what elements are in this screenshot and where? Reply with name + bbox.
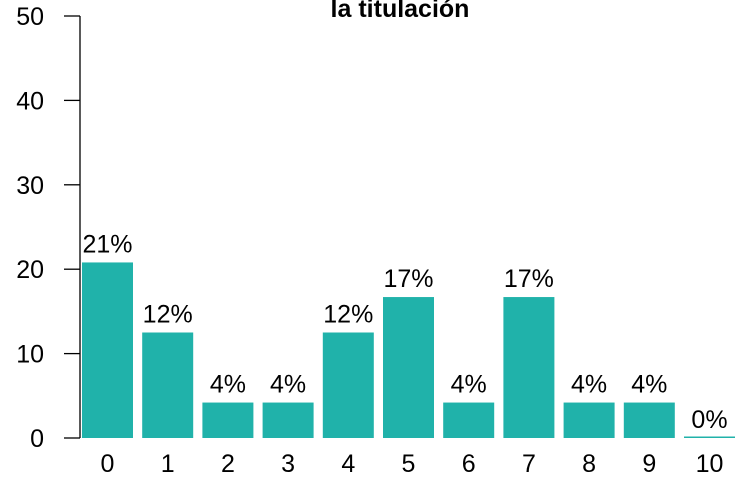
data-label-5: 17% bbox=[383, 265, 433, 293]
x-tick-label-5: 5 bbox=[402, 450, 416, 478]
bar-8 bbox=[563, 402, 615, 438]
bar-6 bbox=[443, 402, 495, 438]
bar-0 bbox=[82, 262, 133, 438]
bar-10 bbox=[684, 436, 735, 438]
data-label-8: 4% bbox=[571, 371, 607, 399]
y-tick-label: 10 bbox=[16, 341, 44, 369]
data-label-4: 12% bbox=[323, 301, 373, 329]
bar-1 bbox=[142, 332, 194, 438]
data-label-7: 17% bbox=[504, 265, 554, 293]
y-axis: 0 10 20 30 40 50 bbox=[16, 3, 81, 453]
x-axis-labels: 0 1 2 3 4 5 6 7 8 9 10 bbox=[101, 450, 724, 478]
x-tick-label-3: 3 bbox=[281, 450, 295, 478]
bar-labels-group: 21% 12% 4% 4% 12% 17% 4% 17% 4% 4% 0% bbox=[82, 230, 727, 434]
y-tick-label: 30 bbox=[16, 172, 44, 200]
bar-3 bbox=[262, 402, 314, 438]
bar-7 bbox=[503, 297, 555, 438]
x-tick-label-7: 7 bbox=[522, 450, 536, 478]
y-tick-label: 50 bbox=[16, 3, 44, 31]
data-label-6: 4% bbox=[451, 371, 487, 399]
y-tick-label: 0 bbox=[30, 425, 44, 453]
x-tick-label-6: 6 bbox=[462, 450, 476, 478]
x-tick-label-4: 4 bbox=[341, 450, 355, 478]
data-label-1: 12% bbox=[143, 301, 193, 329]
x-tick-label-8: 8 bbox=[582, 450, 596, 478]
data-label-0: 21% bbox=[82, 230, 132, 258]
data-label-9: 4% bbox=[631, 371, 667, 399]
bar-4 bbox=[322, 332, 374, 438]
y-tick-label: 40 bbox=[16, 87, 44, 115]
bar-2 bbox=[202, 402, 254, 438]
chart-title: la titulación bbox=[331, 0, 470, 23]
bar-5 bbox=[383, 297, 434, 438]
x-tick-label-0: 0 bbox=[101, 450, 115, 478]
data-label-3: 4% bbox=[270, 371, 306, 399]
x-tick-label-1: 1 bbox=[161, 450, 175, 478]
bar-9 bbox=[623, 402, 675, 438]
bars-group bbox=[82, 262, 735, 438]
y-tick-label: 20 bbox=[16, 256, 44, 284]
data-label-2: 4% bbox=[210, 371, 246, 399]
data-label-10: 0% bbox=[691, 406, 727, 434]
x-tick-label-2: 2 bbox=[221, 450, 235, 478]
x-tick-label-9: 9 bbox=[642, 450, 656, 478]
x-tick-label-10: 10 bbox=[696, 450, 724, 478]
